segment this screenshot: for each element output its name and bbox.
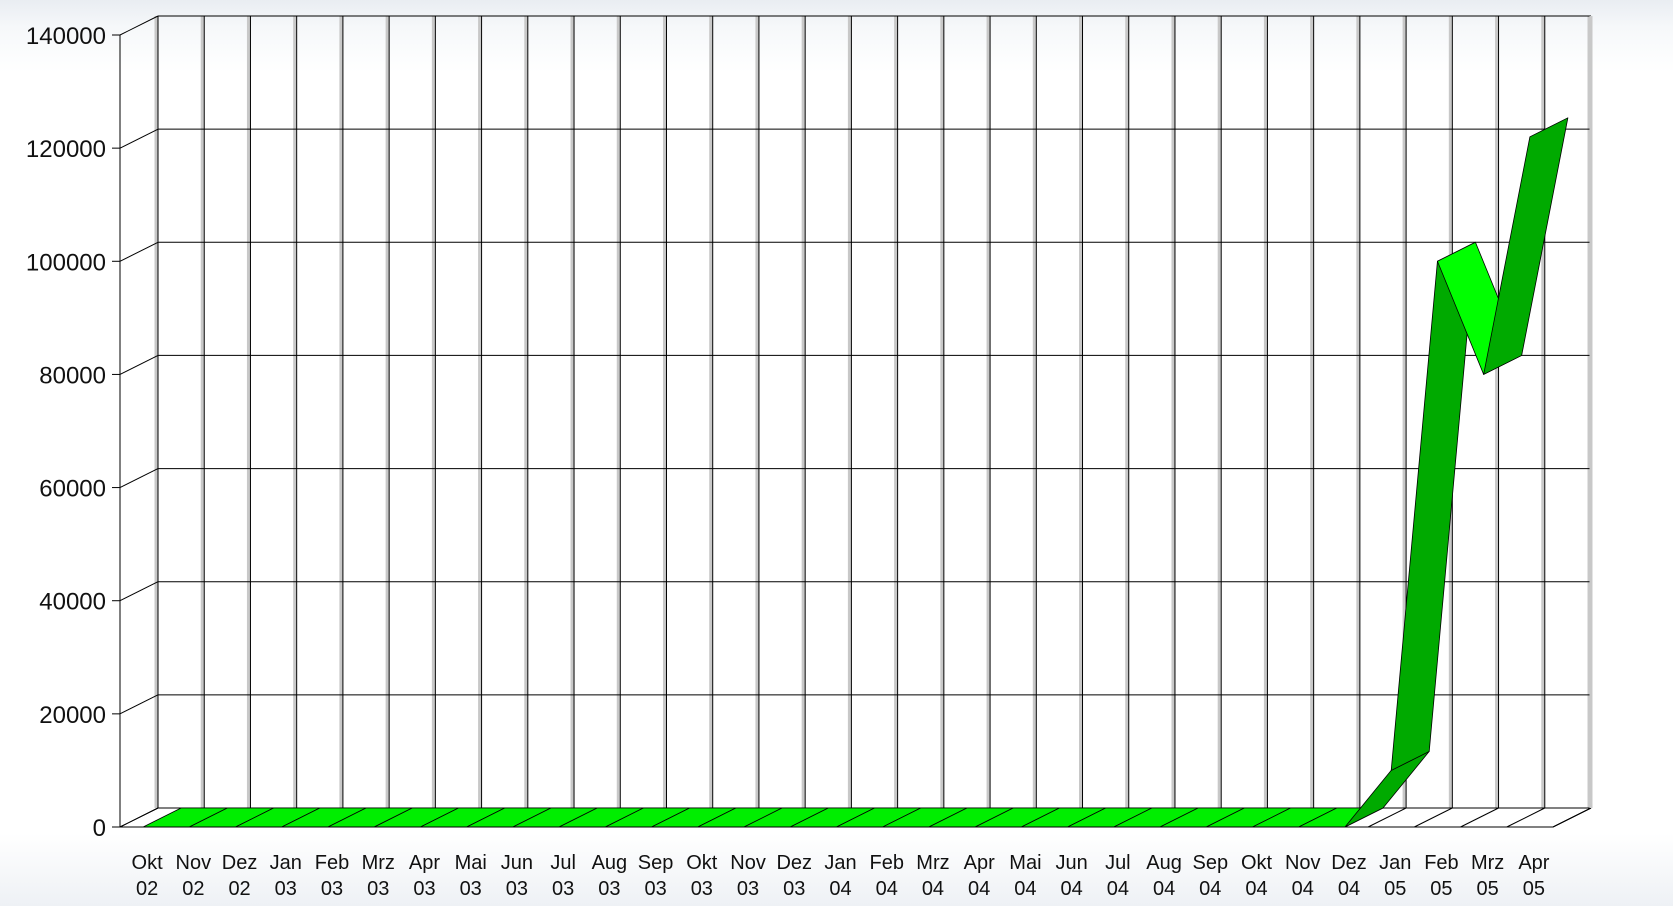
floor-depth-line [1414,807,1453,828]
x-tick-label-year: 04 [1338,878,1360,900]
x-tick-label-year: 03 [644,878,666,900]
x-tick-label-year: 03 [460,878,482,900]
grid-depth-line [119,694,159,715]
x-tick-label-month: Nov [730,852,766,874]
x-tick-label-month: Feb [869,852,903,874]
x-tick-label-month: Apr [1518,852,1549,874]
x-tick-label-year: 04 [829,878,851,900]
x-tick-label-month: Okt [1241,852,1273,874]
y-tick-label: 140000 [26,23,106,50]
x-tick-label-year: 02 [136,878,158,900]
x-tick-label-month: Feb [1424,852,1458,874]
x-tick-label-year: 03 [321,878,343,900]
x-tick-label-year: 04 [968,878,990,900]
grid-depth-line [119,241,159,262]
x-tick-label-year: 04 [922,878,944,900]
grid-depth-line [119,581,159,602]
x-tick-label-year: 04 [1292,878,1314,900]
x-tick-label-month: Aug [592,852,628,874]
x-tick-label-year: 04 [1107,878,1129,900]
grid-depth-line [119,128,159,149]
x-tick-label-month: Jan [824,852,856,874]
y-tick-label: 20000 [39,702,106,729]
back-wall [119,15,1593,828]
x-tick-label-year: 02 [228,878,250,900]
x-tick-label-month: Sep [638,852,674,874]
x-tick-label-month: Mrz [916,852,949,874]
floor-right-edge [1552,807,1592,828]
x-tick-label-year: 04 [1014,878,1036,900]
floor-depth-line [1460,807,1499,828]
grid-depth-line [119,15,159,36]
x-tick-label-year: 03 [552,878,574,900]
y-tick-label: 40000 [39,589,106,616]
y-tick-label: 0 [93,815,106,842]
grid-depth-line [119,468,159,489]
x-tick-label-year: 03 [691,878,713,900]
x-tick-label-month: Feb [315,852,349,874]
x-tick-label-month: Nov [176,852,212,874]
x-tick-label-month: Sep [1193,852,1229,874]
x-tick-label-month: Jan [1379,852,1411,874]
x-tick-label-year: 04 [876,878,898,900]
x-tick-label-month: Jul [550,852,576,874]
data-ribbon [142,117,1569,828]
x-tick-label-month: Aug [1146,852,1182,874]
ribbon-segment [1483,117,1569,375]
x-tick-label-year: 03 [275,878,297,900]
x-tick-label-month: Jun [1056,852,1088,874]
x-tick-label-month: Okt [132,852,164,874]
x-tick-label-month: Nov [1285,852,1321,874]
x-tick-label-year: 03 [783,878,805,900]
x-tick-label-month: Okt [686,852,718,874]
x-tick-label-month: Apr [964,852,995,874]
x-tick-label-year: 02 [182,878,204,900]
x-tick-label-month: Dez [776,852,812,874]
x-tick-label-year: 05 [1523,878,1545,900]
x-tick-label-year: 04 [1061,878,1083,900]
x-tick-label-year: 04 [1245,878,1267,900]
x-tick-label-month: Mrz [1471,852,1504,874]
x-tick-label-year: 03 [413,878,435,900]
x-tick-label-year: 05 [1430,878,1452,900]
x-tick-label-month: Mai [1009,852,1041,874]
y-tick-label: 120000 [26,136,106,163]
x-tick-label-month: Dez [1331,852,1367,874]
grid-depth-line [119,354,159,375]
floor-depth-line [1367,807,1407,828]
x-tick-label-year: 04 [1153,878,1175,900]
floor-depth-line [1506,807,1545,828]
x-tick-label-year: 03 [598,878,620,900]
x-tick-label-year: 05 [1384,878,1406,900]
x-tick-label-year: 03 [506,878,528,900]
x-tick-label-month: Mai [455,852,487,874]
y-tick-label: 80000 [39,362,106,389]
x-tick-label-year: 04 [1199,878,1221,900]
x-tick-label-month: Jul [1105,852,1131,874]
x-tick-label-month: Jan [270,852,302,874]
x-tick-label-month: Jun [501,852,533,874]
x-tick-label-month: Mrz [362,852,395,874]
x-tick-label-year: 03 [737,878,759,900]
x-tick-label-year: 03 [367,878,389,900]
floor-depth-line [119,807,159,828]
x-tick-label-month: Dez [222,852,258,874]
x-tick-label-year: 05 [1477,878,1499,900]
y-tick-label: 100000 [26,249,106,276]
x-tick-label-month: Apr [409,852,440,874]
y-tick-label: 60000 [39,476,106,503]
axes: 0 20000 40000 60000 80000 100000 120000 140000 O… [26,23,1553,900]
